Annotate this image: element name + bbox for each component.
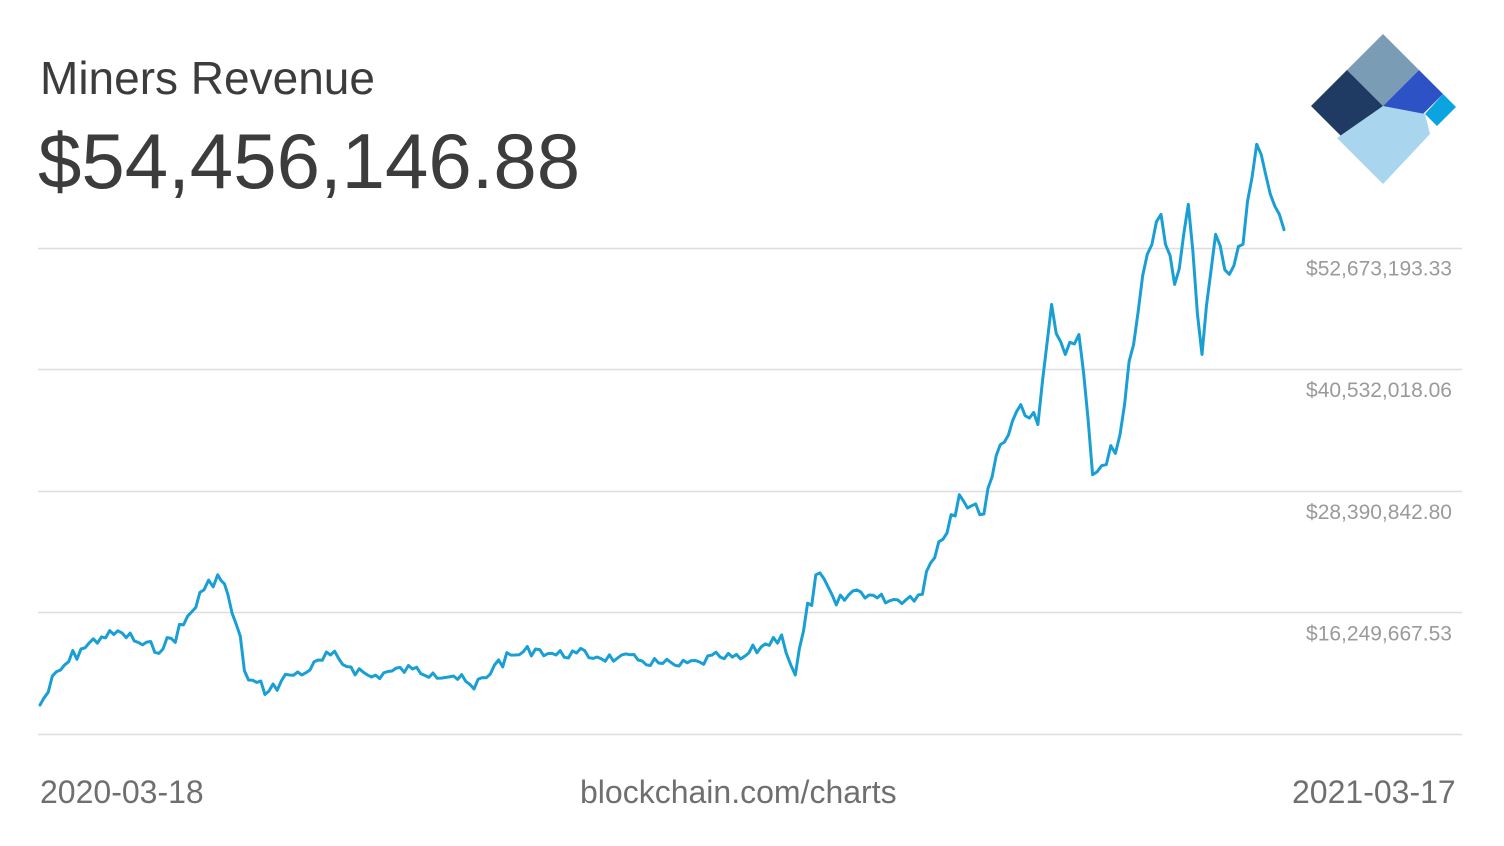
y-tick-label: $16,249,667.53 [1306, 622, 1452, 645]
y-tick-label: $28,390,842.80 [1306, 501, 1452, 524]
chart-title: Miners Revenue [40, 52, 375, 104]
y-tick-label: $52,673,193.33 [1306, 258, 1452, 281]
current-value: $54,456,146.88 [38, 117, 581, 205]
blockchain-diamond-logo-icon [1311, 34, 1456, 184]
logo-diamond [1311, 34, 1456, 184]
x-axis-end-date: 2021-03-17 [1292, 774, 1456, 810]
y-tick-labels: $16,249,667.53 $28,390,842.80 $40,532,018.… [1306, 258, 1452, 646]
logo-bottom-piece [1337, 106, 1430, 184]
source-link[interactable]: blockchain.com/charts [580, 774, 897, 810]
y-tick-label: $40,532,018.06 [1306, 379, 1452, 402]
logo-right-piece [1425, 94, 1456, 126]
grid-lines [38, 247, 1462, 736]
x-axis-start-date: 2020-03-18 [40, 774, 204, 810]
series-line [38, 142, 1286, 707]
